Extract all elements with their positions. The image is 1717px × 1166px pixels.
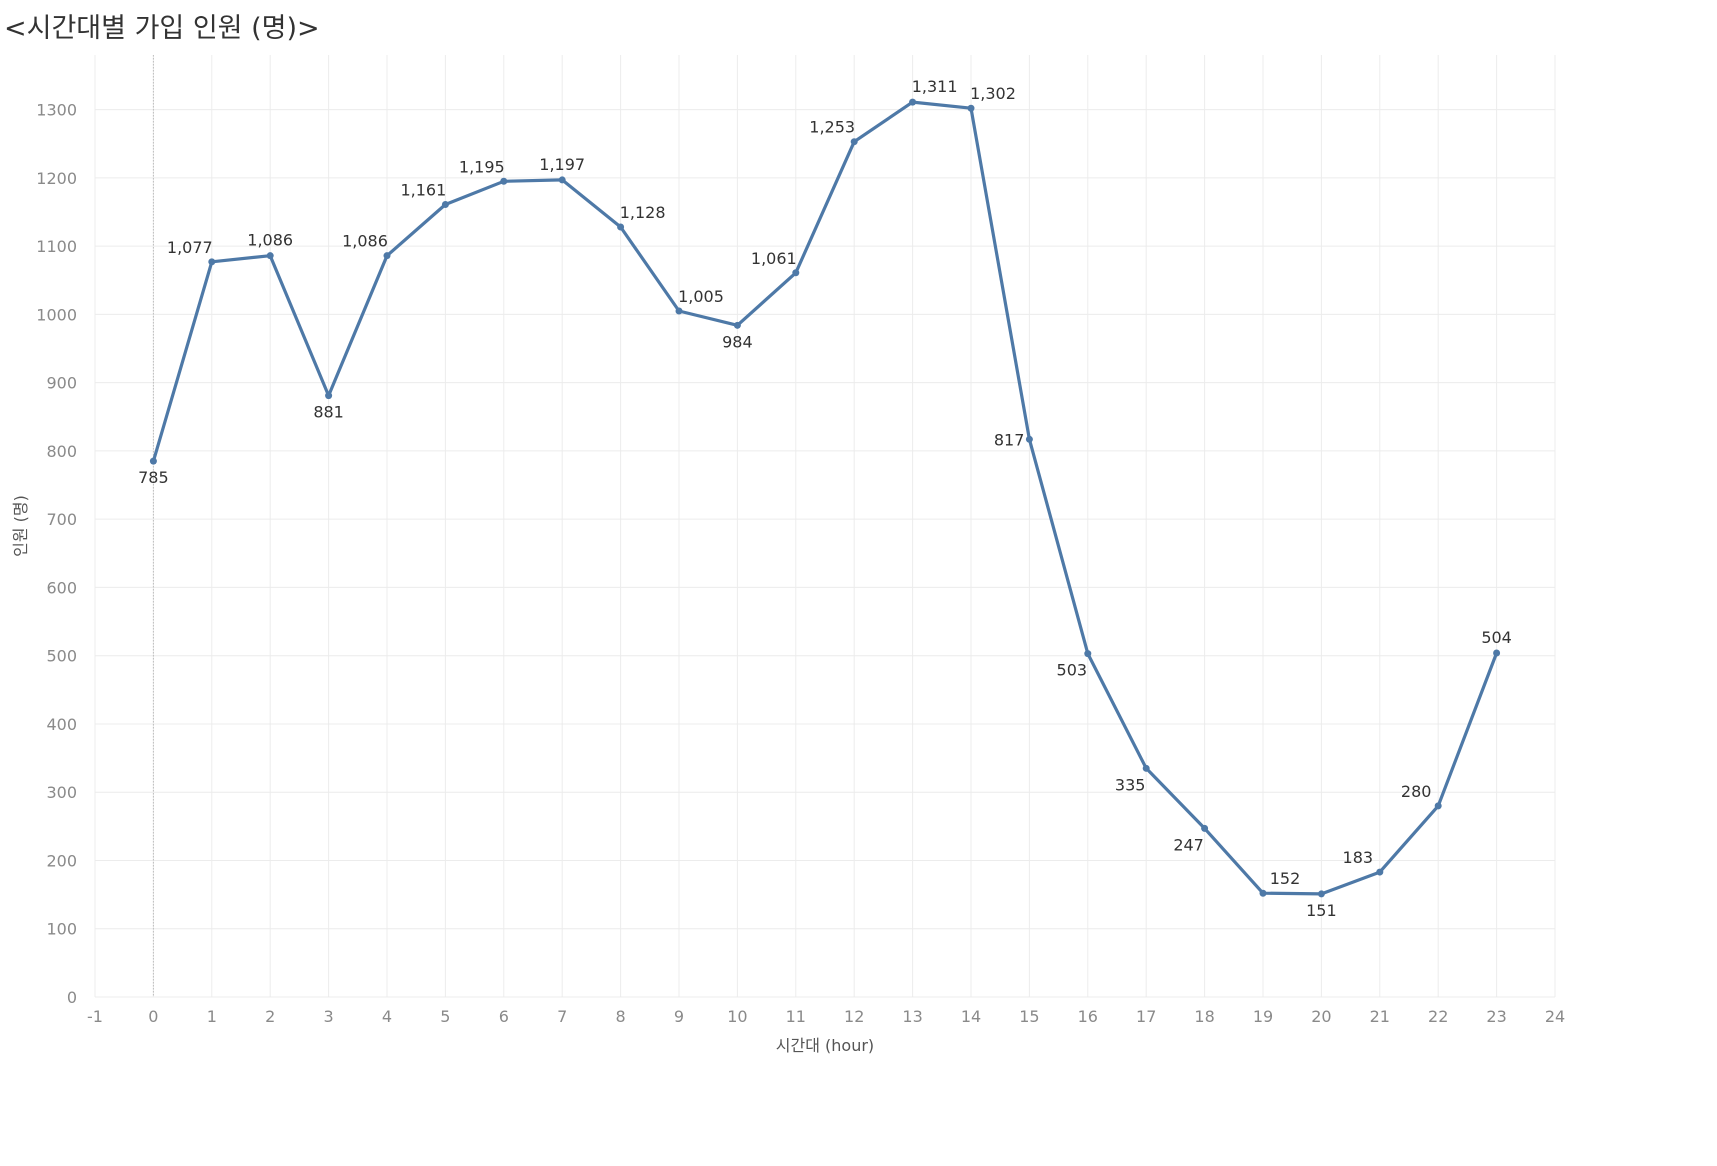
data-label: 785	[138, 468, 169, 487]
data-label: 1,195	[459, 157, 505, 176]
x-tick-label: 10	[727, 1007, 747, 1026]
x-tick-label: 6	[499, 1007, 509, 1026]
x-tick-label: -1	[87, 1007, 103, 1026]
data-point	[967, 104, 975, 112]
data-label: 1,197	[539, 155, 585, 174]
data-point	[1376, 868, 1384, 876]
data-label: 1,302	[970, 84, 1016, 103]
y-tick-label: 100	[46, 920, 77, 939]
y-tick-label: 1100	[36, 237, 77, 256]
x-tick-label: 21	[1370, 1007, 1390, 1026]
data-label: 152	[1270, 869, 1301, 888]
data-label: 151	[1306, 901, 1337, 920]
data-point	[617, 223, 625, 231]
series-line	[151, 100, 1499, 896]
data-point	[1025, 435, 1033, 443]
data-label: 1,005	[678, 287, 724, 306]
data-labels: 785 1,077 1,086 881 1,086 1,161 1,195 1,197 1,12…	[138, 77, 1512, 920]
x-tick-label: 24	[1545, 1007, 1565, 1026]
x-tick-label: 5	[440, 1007, 450, 1026]
x-tick-label: 4	[382, 1007, 392, 1026]
x-tick-label: 15	[1019, 1007, 1039, 1026]
x-tick-label: 13	[902, 1007, 922, 1026]
data-point	[1317, 890, 1325, 898]
x-axis-title: 시간대 (hour)	[776, 1036, 874, 1055]
data-label: 1,161	[400, 180, 446, 199]
x-tick-label: 18	[1194, 1007, 1214, 1026]
data-point	[675, 307, 683, 315]
data-points	[149, 98, 1501, 898]
x-tick-label: 8	[616, 1007, 626, 1026]
y-axis-ticks: 0 100 200 300 400 500 600 700 800 900 1000 1100 1200…	[36, 101, 77, 1007]
x-tick-label: 16	[1078, 1007, 1098, 1026]
data-point	[850, 138, 858, 146]
x-tick-label: 11	[786, 1007, 806, 1026]
chart-title: <시간대별 가입 인원 (명)>	[4, 13, 320, 44]
data-point	[1259, 889, 1267, 897]
data-label: 1,061	[751, 249, 797, 268]
x-tick-label: 12	[844, 1007, 864, 1026]
y-tick-label: 700	[46, 510, 77, 529]
data-point	[792, 269, 800, 277]
y-axis-title: 인원 (명)	[11, 495, 30, 557]
x-tick-label: 9	[674, 1007, 684, 1026]
data-point	[1434, 802, 1442, 810]
data-point	[383, 252, 391, 260]
y-tick-label: 300	[46, 783, 77, 802]
x-tick-label: 2	[265, 1007, 275, 1026]
data-label: 280	[1401, 782, 1432, 801]
data-label: 817	[994, 430, 1025, 449]
x-tick-label: 3	[324, 1007, 334, 1026]
x-tick-label: 0	[148, 1007, 158, 1026]
x-tick-label: 14	[961, 1007, 981, 1026]
data-label: 1,311	[912, 77, 958, 96]
y-tick-label: 200	[46, 851, 77, 870]
y-tick-label: 400	[46, 715, 77, 734]
series-line-layer	[151, 100, 1499, 896]
y-tick-label: 500	[46, 647, 77, 666]
data-label: 1,128	[620, 203, 666, 222]
data-label: 1,086	[247, 231, 293, 250]
data-label: 1,086	[342, 232, 388, 251]
data-label: 1,253	[809, 118, 855, 137]
data-point	[1493, 649, 1501, 657]
y-tick-label: 1200	[36, 169, 77, 188]
data-label: 984	[722, 332, 753, 351]
x-tick-label: 20	[1311, 1007, 1331, 1026]
data-point	[1201, 824, 1209, 832]
data-point	[208, 258, 216, 266]
data-point	[1084, 650, 1092, 658]
gridlines	[94, 55, 1556, 998]
x-axis-ticks: -1 0 1 2 3 4 5 6 7 8 9 10 11 12 13 14 15 16 17 18 19 20 21 22 23…	[87, 1007, 1565, 1026]
x-tick-label: 17	[1136, 1007, 1156, 1026]
x-tick-label: 22	[1428, 1007, 1448, 1026]
data-label: 881	[313, 403, 344, 422]
data-point	[325, 392, 333, 400]
data-label: 1,077	[167, 238, 213, 257]
data-point	[1142, 764, 1150, 772]
y-tick-label: 600	[46, 578, 77, 597]
data-point	[266, 252, 274, 260]
y-tick-label: 1300	[36, 101, 77, 120]
data-point	[909, 98, 917, 106]
data-label: 503	[1057, 661, 1088, 680]
y-tick-label: 900	[46, 374, 77, 393]
y-tick-label: 0	[67, 988, 77, 1007]
data-label: 335	[1115, 775, 1146, 794]
y-tick-label: 800	[46, 442, 77, 461]
data-label: 247	[1173, 835, 1204, 854]
x-tick-label: 1	[207, 1007, 217, 1026]
x-tick-label: 7	[557, 1007, 567, 1026]
x-tick-label: 23	[1486, 1007, 1506, 1026]
data-point	[733, 321, 741, 329]
data-point	[441, 200, 449, 208]
data-point	[149, 457, 157, 465]
data-label: 504	[1481, 628, 1512, 647]
x-tick-label: 19	[1253, 1007, 1273, 1026]
data-point	[558, 176, 566, 184]
y-tick-label: 1000	[36, 305, 77, 324]
data-label: 183	[1343, 848, 1374, 867]
data-point	[500, 177, 508, 185]
